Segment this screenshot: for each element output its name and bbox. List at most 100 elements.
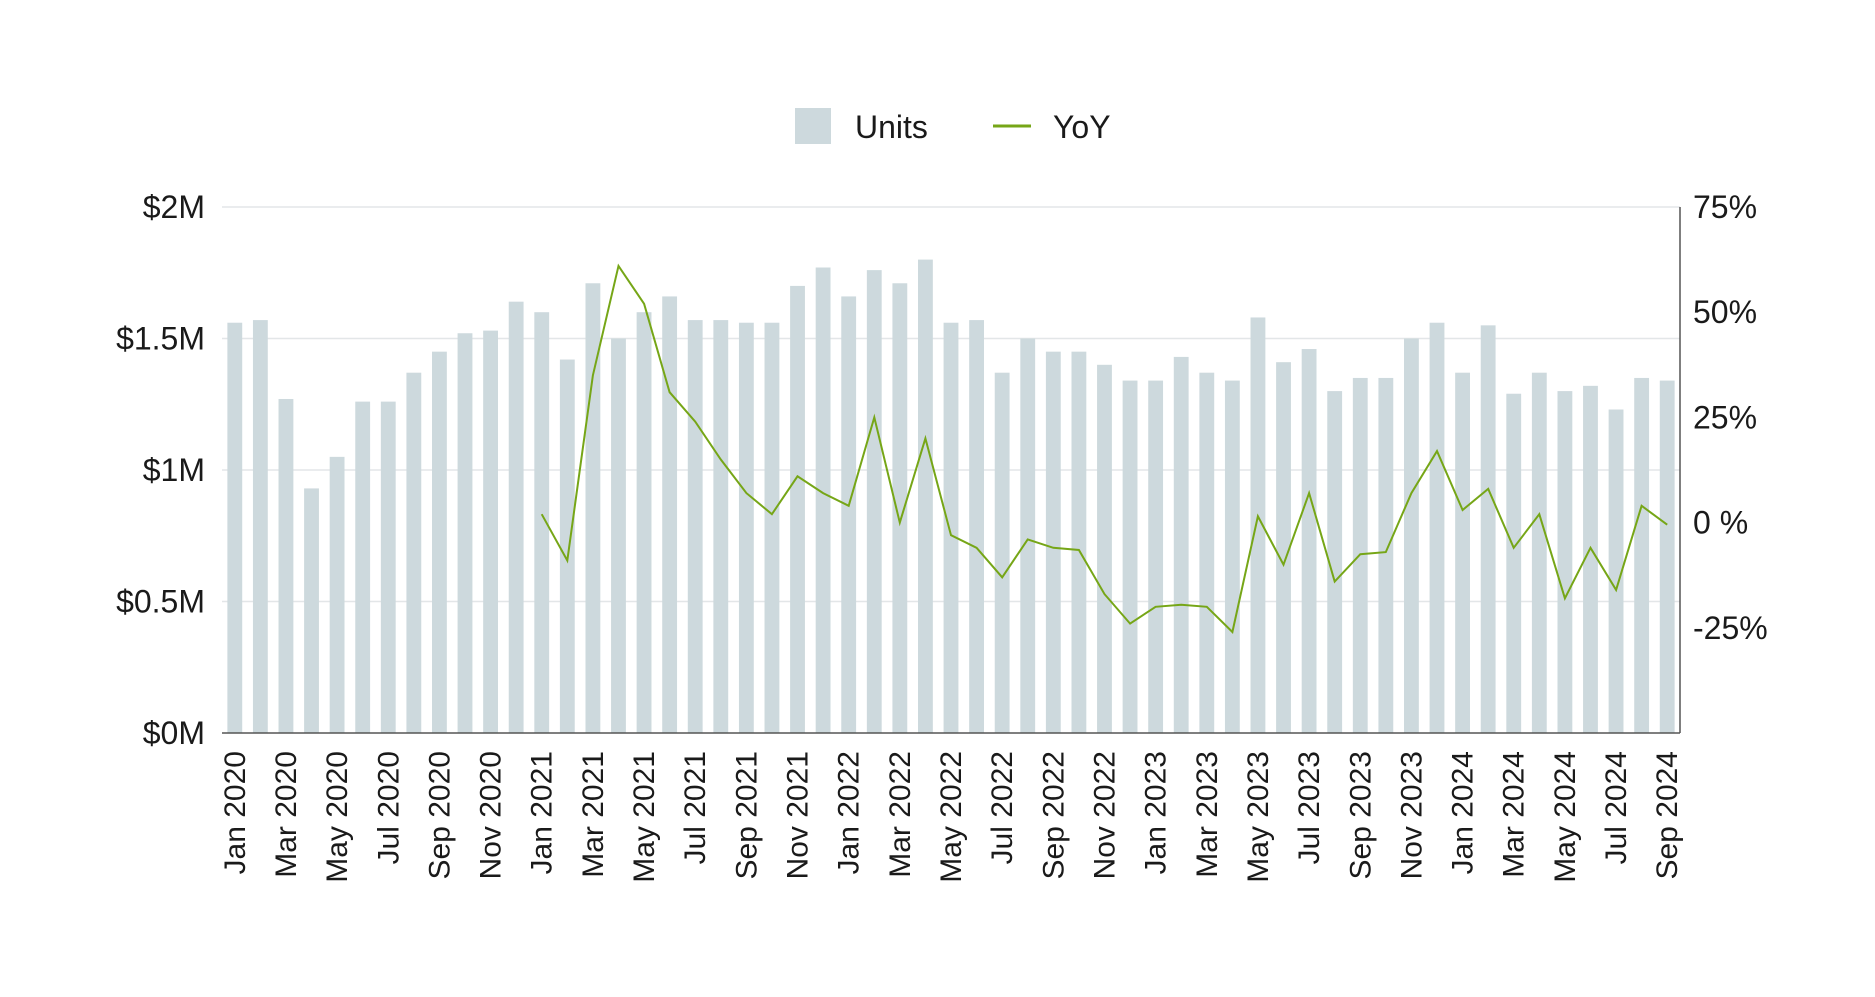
x-tick-label: Nov 2021: [782, 751, 815, 879]
legend-units-label: Units: [855, 109, 928, 145]
units-bar: [713, 320, 729, 733]
x-tick-label: Jan 2024: [1447, 751, 1480, 874]
units-bar: [1455, 372, 1470, 733]
x-tick-label: Sep 2021: [730, 751, 763, 879]
units-bar: [1148, 380, 1164, 733]
x-tick-label: Mar 2023: [1191, 751, 1224, 878]
units-bar: [1199, 372, 1215, 733]
units-bar: [1224, 380, 1240, 733]
units-bar: [355, 401, 371, 733]
units-bar: [1173, 356, 1189, 733]
units-bar: [1634, 377, 1650, 733]
axes: [222, 207, 1681, 734]
units-bar: [380, 401, 396, 733]
y-right-tick-label: 25%: [1693, 399, 1757, 435]
units-bar: [764, 322, 780, 733]
x-tick-label: Jul 2023: [1293, 751, 1326, 864]
units-bar: [1659, 380, 1675, 733]
units-bar: [559, 359, 575, 733]
units-bar: [252, 320, 268, 733]
y-right-tick-label: -25%: [1693, 610, 1768, 646]
x-tick-label: Jan 2020: [219, 751, 252, 874]
x-tick-label: Jul 2021: [679, 751, 712, 864]
x-tick-label: Nov 2020: [475, 751, 508, 879]
x-tick-label: Jul 2020: [372, 751, 405, 864]
units-bar: [1122, 380, 1138, 733]
units-bar: [329, 456, 345, 733]
y-right-tick-label: 75%: [1693, 189, 1757, 225]
x-tick-label: May 2020: [321, 751, 354, 883]
x-tick-label: May 2024: [1549, 751, 1582, 883]
x-tick-label: Mar 2020: [270, 751, 303, 878]
x-tick-label: Jan 2023: [1140, 751, 1173, 874]
x-tick-label: Mar 2021: [577, 751, 610, 878]
units-bar: [278, 398, 294, 733]
units-bar: [994, 372, 1010, 733]
legend-yoy-label: YoY: [1053, 109, 1111, 145]
legend: Units YoY: [795, 108, 1111, 145]
units-bar: [457, 333, 473, 733]
y-left-tick-label: $1M: [143, 452, 205, 488]
x-tick-label: Sep 2020: [423, 751, 456, 879]
units-bar: [1301, 349, 1317, 733]
y-left-tick-label: $2M: [143, 189, 205, 225]
x-tick-label: Sep 2024: [1651, 751, 1684, 879]
y-axis-right-labels: -25% 0 % 25% 50% 75%: [1693, 189, 1768, 646]
units-bar: [1071, 351, 1087, 733]
units-bar: [943, 322, 959, 733]
units-bar: [815, 267, 831, 733]
x-tick-label: Jan 2022: [833, 751, 866, 874]
units-bar: [1378, 377, 1394, 733]
units-bar: [1276, 362, 1291, 733]
units-bar: [1506, 393, 1522, 733]
units-bar: [1429, 322, 1445, 733]
y-left-tick-label: $1.5M: [116, 321, 205, 357]
units-bar: [611, 338, 626, 733]
units-bar: [1404, 338, 1419, 733]
units-bar: [534, 312, 550, 733]
units-bar: [1020, 338, 1036, 733]
units-bar: [432, 351, 447, 733]
units-bar: [1583, 385, 1598, 733]
x-tick-label: May 2021: [628, 751, 661, 883]
units-bar: [406, 372, 422, 733]
units-bar: [738, 322, 754, 733]
units-bar: [687, 320, 703, 733]
yoy-line-group: [540, 263, 1668, 634]
units-bar: [790, 285, 805, 733]
units-bar: [508, 301, 524, 733]
units-bar: [841, 296, 857, 733]
units-bar: [304, 488, 319, 733]
x-tick-label: Nov 2022: [1088, 751, 1121, 879]
units-bar: [1327, 391, 1343, 733]
y-left-tick-label: $0M: [143, 715, 205, 751]
units-bar: [1557, 391, 1573, 733]
units-bar: [1531, 372, 1547, 733]
legend-units-swatch: [795, 108, 831, 144]
units-bar: [969, 320, 984, 733]
x-axis-labels: Jan 2020 Mar 2020 May 2020 Jul 2020 Sep 2020…: [219, 751, 1684, 883]
y-axis-left-labels: $0M $0.5M $1M $1.5M $2M: [116, 189, 205, 751]
x-tick-label: Mar 2024: [1498, 751, 1531, 878]
y-right-tick-label: 0 %: [1693, 505, 1748, 541]
units-bar: [636, 312, 652, 733]
units-bar: [1250, 317, 1266, 733]
y-right-tick-label: 50%: [1693, 294, 1757, 330]
x-tick-label: May 2022: [935, 751, 968, 883]
x-tick-label: Jul 2024: [1600, 751, 1633, 864]
units-bar: [227, 322, 243, 733]
y-left-tick-label: $0.5M: [116, 584, 205, 620]
units-bar: [918, 259, 933, 733]
units-bar: [1480, 325, 1496, 733]
x-tick-label: Sep 2023: [1344, 751, 1377, 879]
units-bar: [892, 283, 908, 733]
x-tick-label: Nov 2023: [1395, 751, 1428, 879]
x-tick-label: Sep 2022: [1037, 751, 1070, 879]
units-bars: [227, 259, 1675, 733]
units-bar: [483, 330, 498, 733]
x-tick-label: Jan 2021: [526, 751, 559, 874]
units-bar: [1045, 351, 1061, 733]
units-bar: [662, 296, 678, 733]
x-tick-label: Mar 2022: [884, 751, 917, 878]
